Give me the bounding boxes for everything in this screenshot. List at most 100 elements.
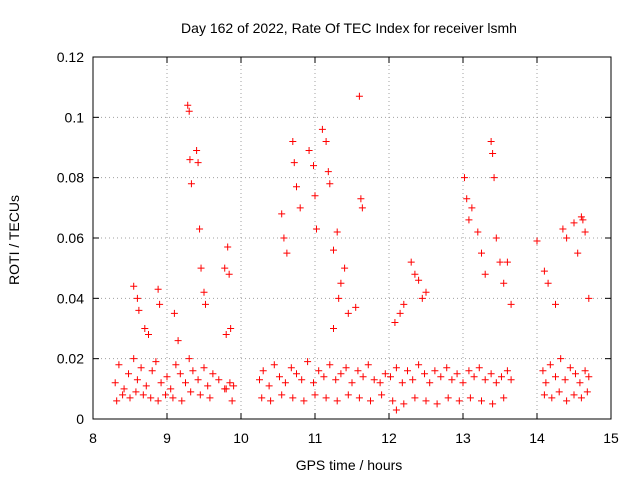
data-point [311, 391, 319, 399]
data-point [481, 270, 489, 278]
data-point [206, 394, 214, 402]
data-point [141, 325, 149, 332]
y-tick-label: 0.06 [57, 230, 84, 246]
data-point [391, 318, 399, 326]
data-point [540, 391, 548, 399]
data-point [148, 367, 156, 375]
data-point [281, 379, 289, 387]
data-point [185, 355, 193, 363]
data-point [566, 364, 574, 372]
data-point [226, 379, 234, 387]
data-point [348, 379, 356, 387]
data-point [167, 385, 175, 393]
data-point [577, 394, 585, 402]
data-point [487, 370, 495, 378]
data-point [492, 379, 500, 387]
data-point [496, 258, 504, 266]
data-point [222, 331, 230, 339]
data-point [324, 168, 332, 176]
data-point [222, 385, 230, 393]
data-point [215, 376, 223, 384]
chart-title: Day 162 of 2022, Rate Of TEC Index for r… [181, 20, 517, 36]
data-point [392, 364, 400, 372]
data-point [293, 370, 300, 378]
data-point [337, 279, 345, 287]
data-point [287, 364, 295, 372]
data-point [312, 225, 320, 233]
data-point [111, 379, 119, 387]
data-point [154, 397, 162, 405]
data-point [120, 385, 128, 393]
data-point [322, 394, 330, 402]
data-point [409, 376, 417, 384]
data-point [300, 397, 308, 405]
axis-ticks: 8 9 10 11 12 13 14 15 0 0.02 0.04 0.06 0.08 0.1 0.12 [57, 49, 619, 446]
data-point [433, 400, 441, 408]
data-point [533, 237, 541, 245]
x-tick-label: 15 [603, 430, 619, 446]
data-point [224, 243, 232, 251]
data-point [256, 376, 263, 384]
data-point [364, 361, 372, 369]
data-point [296, 204, 304, 212]
data-point [585, 373, 593, 381]
data-point [497, 373, 505, 381]
data-point [193, 147, 201, 155]
data-point [154, 285, 162, 293]
data-point [333, 228, 341, 236]
data-point [576, 379, 584, 387]
data-point [500, 279, 508, 287]
data-point [355, 92, 363, 100]
data-point [422, 397, 430, 405]
data-point [481, 376, 489, 384]
data-point [571, 370, 579, 378]
data-point [335, 294, 343, 302]
data-point [475, 364, 483, 372]
data-point [163, 373, 171, 381]
x-tick-label: 11 [308, 430, 323, 446]
data-point [293, 183, 300, 191]
data-point [283, 249, 291, 257]
data-point [196, 225, 204, 233]
data-point [139, 391, 147, 399]
data-point [431, 367, 439, 375]
data-point [113, 397, 121, 405]
data-point [133, 376, 141, 384]
data-point [152, 358, 160, 366]
data-point [259, 367, 267, 375]
data-point [574, 249, 582, 257]
data-point [548, 394, 556, 402]
data-point [352, 303, 360, 311]
data-point [539, 367, 547, 375]
data-point [178, 397, 186, 405]
data-point [344, 391, 352, 399]
data-point [411, 394, 419, 402]
data-point [184, 101, 192, 109]
data-point [310, 379, 318, 387]
data-point [465, 367, 473, 375]
data-point [407, 258, 415, 266]
data-point [278, 210, 286, 218]
x-tick-label: 14 [529, 430, 545, 446]
data-point [200, 364, 208, 372]
data-point [132, 388, 140, 396]
y-tick-label: 0.12 [57, 49, 84, 65]
data-point [130, 282, 138, 290]
x-axis-label: GPS time / hours [296, 457, 403, 473]
data-point [135, 306, 143, 314]
data-points [111, 92, 593, 414]
data-point [189, 367, 197, 375]
data-point [126, 394, 134, 402]
data-point [142, 382, 150, 390]
data-point [201, 300, 209, 308]
data-point [370, 376, 378, 384]
data-point [389, 397, 397, 405]
data-point [194, 376, 202, 384]
x-tick-label: 8 [89, 430, 97, 446]
data-point [119, 391, 127, 399]
data-point [186, 156, 194, 164]
data-point [444, 394, 452, 402]
data-point [492, 234, 500, 242]
data-point [326, 180, 334, 188]
data-point [172, 361, 180, 369]
